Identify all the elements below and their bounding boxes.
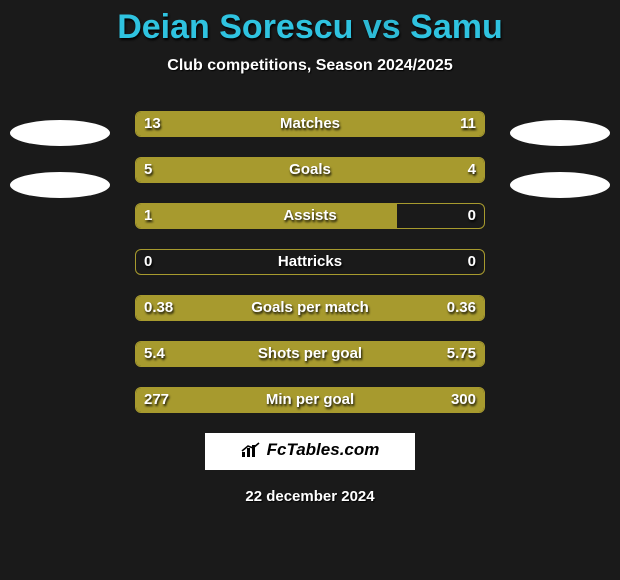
stat-row: 5Goals4 [135, 157, 485, 183]
watermark-text: FcTables.com [267, 440, 380, 460]
avatar-shape [10, 120, 110, 146]
stat-row: 0Hattricks0 [135, 249, 485, 275]
stat-value-right: 4 [468, 158, 476, 182]
stat-value-right: 0 [468, 250, 476, 274]
stat-label: Min per goal [136, 388, 484, 412]
stat-row: 1Assists0 [135, 203, 485, 229]
date-label: 22 december 2024 [0, 488, 620, 505]
stat-row: 5.4Shots per goal5.75 [135, 341, 485, 367]
stat-value-right: 11 [460, 112, 476, 136]
stat-value-right: 5.75 [447, 342, 476, 366]
stat-row: 13Matches11 [135, 111, 485, 137]
stat-label: Shots per goal [136, 342, 484, 366]
comparison-title: Deian Sorescu vs Samu [0, 0, 620, 47]
avatar-right [510, 120, 610, 198]
player1-name: Deian Sorescu [117, 8, 353, 46]
avatar-shape [510, 172, 610, 198]
stat-value-right: 0.36 [447, 296, 476, 320]
avatar-shape [10, 172, 110, 198]
watermark-badge: FcTables.com [205, 433, 415, 470]
stat-bars: 13Matches115Goals41Assists00Hattricks00.… [135, 111, 485, 413]
stat-value-right: 300 [451, 388, 476, 412]
stat-label: Hattricks [136, 250, 484, 274]
stat-row: 0.38Goals per match0.36 [135, 295, 485, 321]
stat-label: Assists [136, 204, 484, 228]
stat-value-right: 0 [468, 204, 476, 228]
avatar-shape [510, 120, 610, 146]
stat-label: Goals [136, 158, 484, 182]
subtitle: Club competitions, Season 2024/2025 [0, 57, 620, 75]
stat-row: 277Min per goal300 [135, 387, 485, 413]
chart-icon [241, 442, 261, 458]
stat-label: Goals per match [136, 296, 484, 320]
avatar-left [10, 120, 110, 198]
vs-label: vs [363, 8, 401, 46]
player2-name: Samu [410, 8, 503, 46]
stat-label: Matches [136, 112, 484, 136]
